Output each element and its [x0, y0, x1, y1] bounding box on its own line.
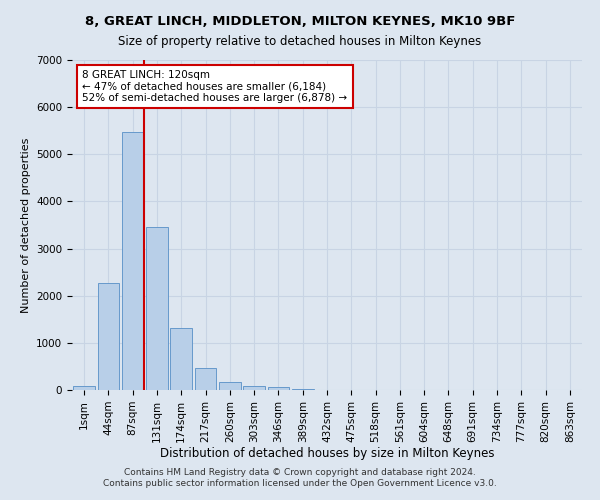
Bar — [73, 386, 95, 390]
Bar — [292, 388, 314, 390]
Bar — [146, 228, 168, 390]
Text: Contains HM Land Registry data © Crown copyright and database right 2024.
Contai: Contains HM Land Registry data © Crown c… — [103, 468, 497, 487]
X-axis label: Distribution of detached houses by size in Milton Keynes: Distribution of detached houses by size … — [160, 448, 494, 460]
Text: 8 GREAT LINCH: 120sqm
← 47% of detached houses are smaller (6,184)
52% of semi-d: 8 GREAT LINCH: 120sqm ← 47% of detached … — [82, 70, 347, 103]
Text: 8, GREAT LINCH, MIDDLETON, MILTON KEYNES, MK10 9BF: 8, GREAT LINCH, MIDDLETON, MILTON KEYNES… — [85, 15, 515, 28]
Bar — [219, 382, 241, 390]
Bar — [97, 282, 119, 390]
Bar — [268, 387, 289, 390]
Bar — [194, 368, 217, 390]
Y-axis label: Number of detached properties: Number of detached properties — [20, 138, 31, 312]
Bar — [170, 328, 192, 390]
Bar — [243, 386, 265, 390]
Text: Size of property relative to detached houses in Milton Keynes: Size of property relative to detached ho… — [118, 35, 482, 48]
Bar — [122, 132, 143, 390]
